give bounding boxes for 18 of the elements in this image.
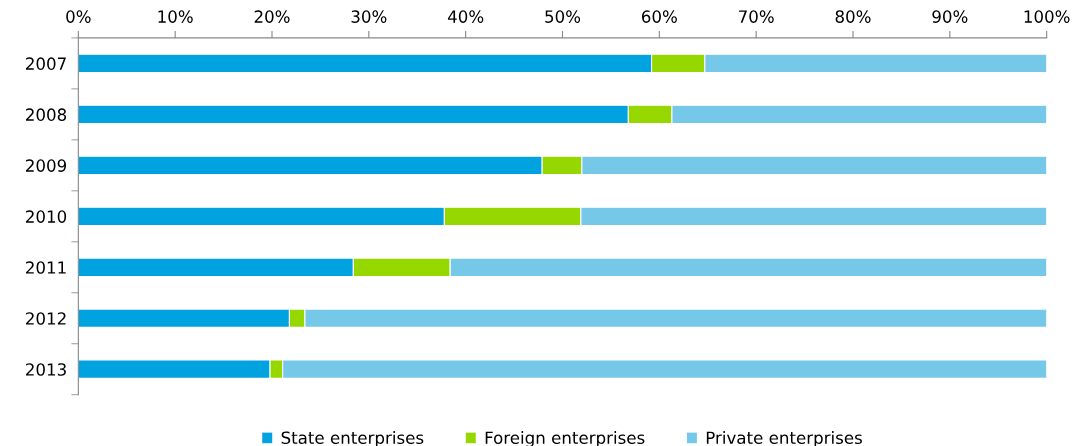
y-tick-label: 2008 xyxy=(26,108,67,121)
x-tick-label: 80% xyxy=(835,10,871,23)
x-tick-label: 90% xyxy=(932,10,968,23)
x-tick-label: 100% xyxy=(1024,10,1070,23)
x-tick-label: 10% xyxy=(158,10,193,23)
y-tick-label: 2013 xyxy=(26,363,66,376)
y-tick-label: 2012 xyxy=(26,312,66,325)
x-tick-label: 0% xyxy=(66,10,91,23)
y-tick-label: 2011 xyxy=(26,261,66,274)
x-tick-label: 40% xyxy=(447,10,484,23)
x-tick-label: 50% xyxy=(545,10,581,23)
y-tick-label: 2010 xyxy=(26,210,67,223)
x-tick-label: 30% xyxy=(351,10,387,23)
y-tick-label: 2007 xyxy=(26,57,66,70)
x-tick-label: 20% xyxy=(254,10,290,23)
x-tick-label: 60% xyxy=(641,10,677,23)
x-tick-label: 70% xyxy=(739,10,774,23)
y-tick-label: 2009 xyxy=(26,159,67,172)
